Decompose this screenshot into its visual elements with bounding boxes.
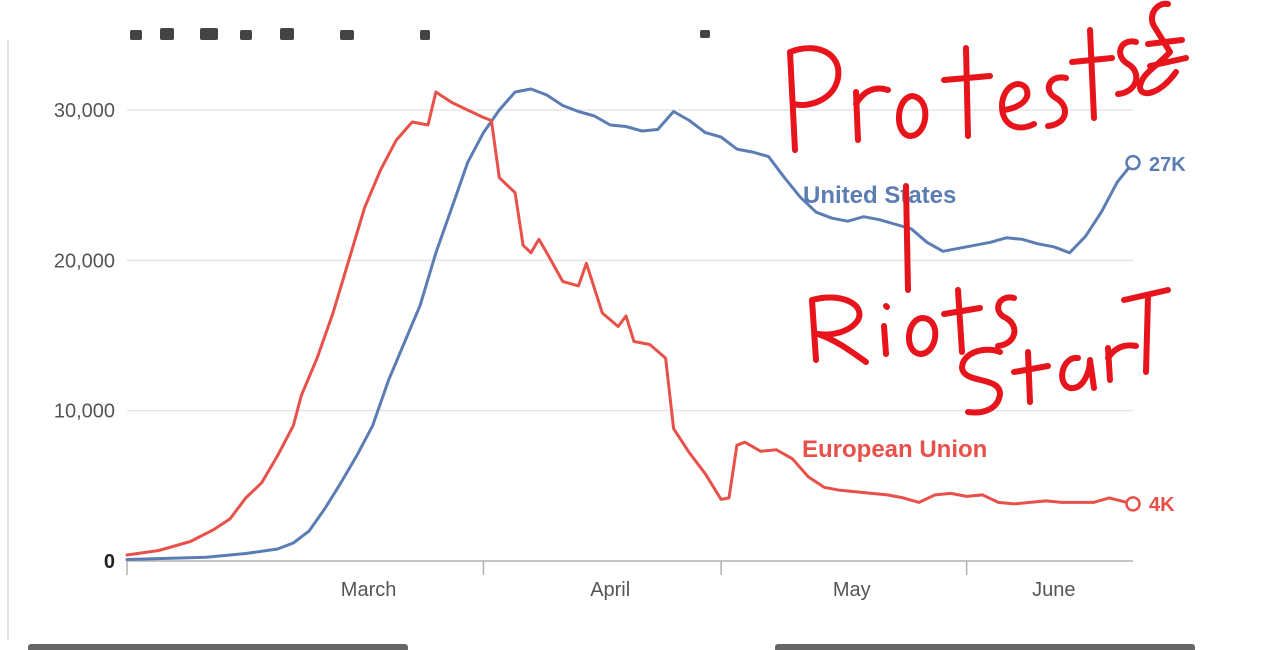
gridlines bbox=[127, 109, 1133, 412]
series-line-us bbox=[125, 87, 1135, 561]
x-tick-label: June bbox=[1032, 579, 1075, 601]
end-value-european-union: 4K bbox=[1149, 494, 1175, 516]
x-tick-label: May bbox=[833, 579, 871, 601]
series-label-united-states: United States bbox=[803, 182, 956, 209]
handwritten-riots bbox=[809, 294, 869, 365]
handwritten-protests-and bbox=[787, 45, 842, 153]
series-line-eu bbox=[125, 90, 1135, 557]
cropped-footer-remnant bbox=[28, 644, 1195, 650]
x-axis: March April May June bbox=[126, 560, 1133, 601]
handwritten-start bbox=[959, 346, 1003, 416]
cropped-title-remnant bbox=[130, 28, 710, 40]
y-tick-label: 30,000 bbox=[54, 100, 115, 122]
x-tick-label: March bbox=[341, 579, 397, 601]
x-tick-label: April bbox=[590, 579, 630, 601]
series-lines bbox=[125, 87, 1135, 561]
end-marker-united-states bbox=[1125, 154, 1141, 171]
y-axis: 0 10,000 20,000 30,000 bbox=[54, 100, 115, 573]
series-label-european-union: European Union bbox=[802, 436, 987, 463]
y-tick-label: 10,000 bbox=[54, 401, 115, 423]
end-value-united-states: 27K bbox=[1149, 154, 1186, 176]
handwritten-annotation bbox=[787, 0, 1189, 416]
y-tick-label: 0 bbox=[104, 551, 115, 573]
y-tick-label: 20,000 bbox=[54, 250, 115, 272]
end-marker-european-union bbox=[1125, 496, 1141, 512]
